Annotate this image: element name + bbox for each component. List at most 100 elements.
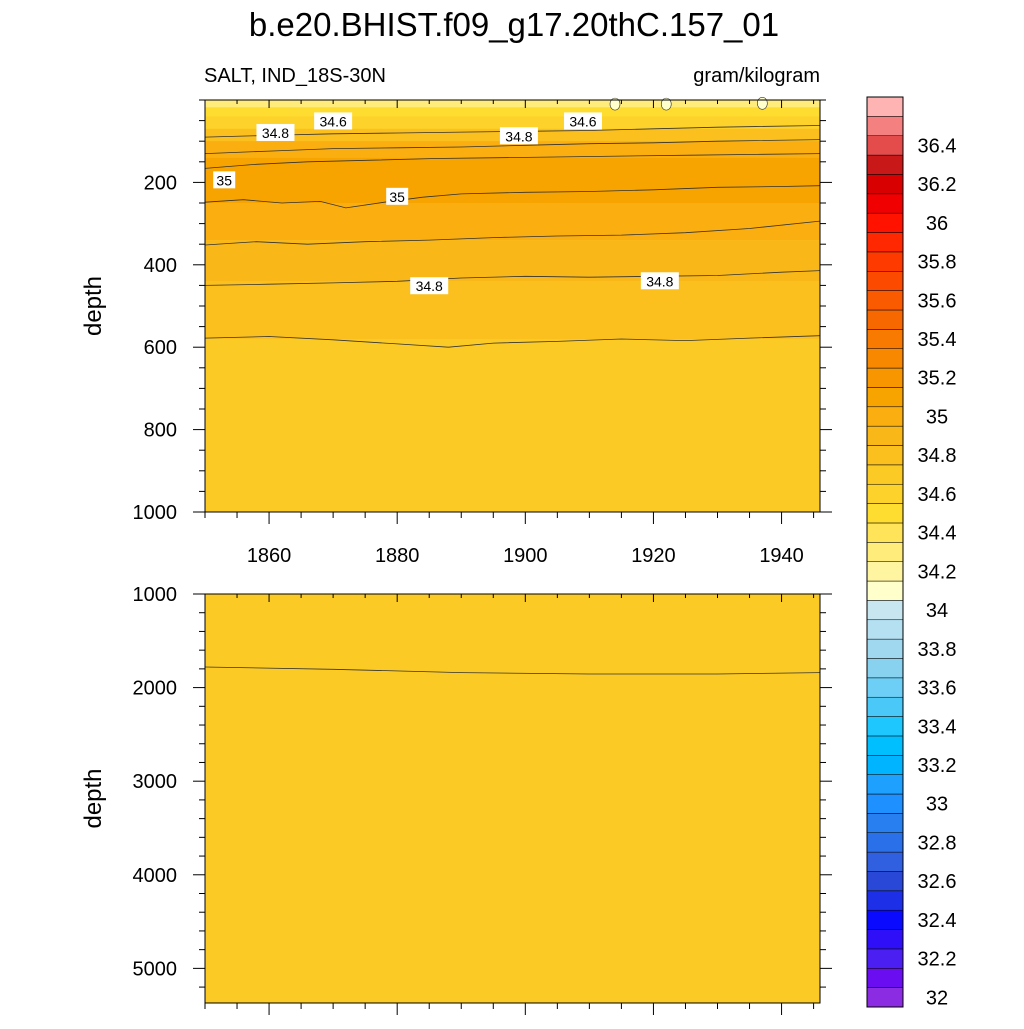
chart-title: b.e20.BHIST.f09_g17.20thC.157_01 — [249, 6, 779, 43]
lower-panel: 1000 2000 3000 4000 5000 depth — [80, 584, 832, 1015]
colorbar-label: 35.6 — [918, 290, 957, 312]
salinity-band — [205, 107, 820, 117]
contour-label: 35 — [389, 189, 405, 205]
colorbar-label: 33.4 — [918, 716, 957, 738]
low-salinity-patch — [757, 96, 768, 110]
contour-line — [204, 666, 821, 675]
contour-label-box — [386, 187, 409, 205]
colorbar-swatch — [866, 793, 904, 814]
colorbar-swatch — [866, 735, 904, 756]
colorbar-label: 34.8 — [918, 445, 957, 467]
y-axis-label: depth — [80, 276, 107, 336]
colorbar-label: 34 — [926, 600, 948, 622]
colorbar-swatch — [866, 348, 904, 369]
contour-label: 34.8 — [262, 125, 289, 141]
colorbar-label: 34.4 — [918, 523, 957, 545]
colorbar-swatch — [866, 580, 904, 601]
contour-line — [204, 153, 821, 169]
colorbar-swatch — [866, 542, 904, 562]
colorbar-swatch — [866, 696, 904, 717]
colorbar-label: 32 — [926, 987, 948, 1009]
colorbar-label: 36.2 — [918, 174, 957, 196]
colorbar-swatch — [866, 600, 904, 621]
colorbar-swatch — [866, 561, 904, 582]
y-tick-label: 800 — [144, 420, 177, 442]
colorbar-swatch — [866, 96, 904, 117]
colorbar-swatch — [866, 851, 904, 872]
plot-frame — [204, 593, 821, 1004]
colorbar-swatch — [866, 813, 904, 833]
colorbar-swatch — [866, 638, 904, 659]
left-subtitle: SALT, IND_18S-30N — [204, 65, 386, 87]
colorbar-swatch — [866, 871, 904, 892]
colorbar-swatch — [866, 212, 904, 233]
contour-line — [204, 139, 821, 154]
colorbar-swatch — [866, 387, 904, 408]
colorbar-swatch — [866, 464, 904, 485]
colorbar-label: 32.4 — [918, 910, 957, 932]
colorbar-label: 34.2 — [918, 561, 957, 583]
colorbar-swatch — [866, 929, 904, 950]
low-salinity-patch — [609, 97, 621, 111]
y-tick-label: 600 — [144, 337, 177, 359]
contour-line — [204, 185, 821, 209]
colorbar-swatch — [866, 135, 904, 156]
colorbar-swatch — [866, 774, 904, 795]
y-tick-label: 4000 — [133, 865, 178, 887]
y-tick-label: 400 — [144, 255, 177, 277]
colorbar-label: 35.4 — [918, 329, 957, 351]
colorbar-swatch — [866, 948, 904, 969]
contour-label-box — [499, 127, 538, 145]
colorbar-swatch — [866, 271, 904, 291]
colorbar-swatch — [866, 909, 904, 930]
colorbar-swatch — [866, 154, 904, 175]
right-subtitle: gram/kilogram — [693, 65, 820, 87]
colorbar-label: 33.8 — [918, 639, 957, 661]
y-axis-label: depth — [80, 768, 107, 828]
salinity-band — [205, 157, 820, 203]
colorbar-swatch — [866, 677, 904, 698]
colorbar-label: 35.2 — [918, 368, 957, 390]
colorbar-swatch — [866, 483, 904, 504]
contour-label-box — [640, 272, 679, 290]
salinity-band — [205, 116, 820, 129]
colorbar-swatch — [866, 329, 904, 349]
y-tick-label: 1000 — [133, 584, 178, 606]
colorbar-label: 32.2 — [918, 949, 957, 971]
colorbar-label: 32.6 — [918, 871, 957, 893]
colorbar-swatch — [866, 755, 904, 775]
colorbar-swatch — [866, 309, 904, 330]
contour-label-box — [256, 123, 295, 141]
y-tick-label: 2000 — [133, 678, 178, 700]
contour-label: 34.6 — [569, 113, 596, 129]
colorbar-swatch — [866, 832, 904, 853]
salinity-band — [205, 203, 820, 241]
colorbar-label: 32.8 — [918, 832, 957, 854]
upper-panel: 35 34.8 34.6 34.8 34.6 35 34.8 34.8 1860 1880 1900… — [80, 96, 832, 567]
salinity-band — [205, 240, 820, 282]
x-tick-label: 1940 — [759, 545, 804, 567]
y-tick-label: 5000 — [133, 958, 178, 980]
colorbar-swatch — [866, 290, 904, 311]
colorbar-swatch — [866, 503, 904, 524]
contour-label: 34.8 — [505, 128, 532, 144]
colorbar-swatch — [866, 425, 904, 446]
plot-background — [205, 594, 820, 1003]
colorbar-swatch — [866, 619, 904, 640]
colorbar-swatch — [866, 890, 904, 911]
x-tick-label: 1900 — [503, 545, 548, 567]
x-tick-label: 1920 — [631, 545, 676, 567]
contour-line — [204, 270, 821, 286]
salinity-band — [205, 338, 820, 512]
contour-label-box — [563, 112, 602, 130]
colorbar-label: 33 — [926, 794, 948, 816]
contour-line — [204, 125, 821, 138]
colorbar: 32 32.2 32.4 32.6 32.8 33 33.2 33.4 33.6 33.8 34 34… — [866, 96, 957, 1009]
salinity-band — [205, 100, 820, 108]
x-tick-label: 1860 — [247, 545, 292, 567]
colorbar-swatch — [866, 968, 904, 988]
colorbar-swatch — [866, 232, 904, 253]
y-tick-label: 3000 — [133, 771, 178, 793]
colorbar-swatch — [866, 193, 904, 214]
